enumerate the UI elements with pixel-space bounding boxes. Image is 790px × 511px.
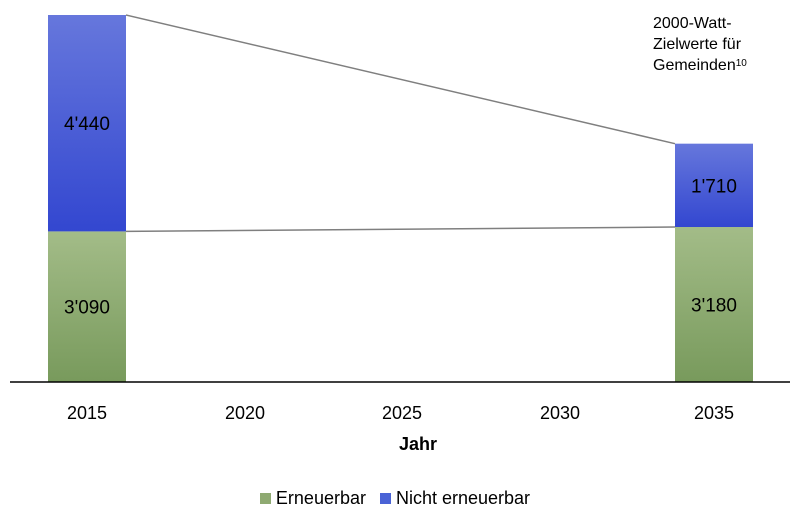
data-label-nicht-erneuerbar-2015: 4'440: [64, 114, 110, 135]
x-tick-2020: 2020: [225, 403, 265, 423]
connector-line-nicht-erneuerbar: [125, 14, 676, 145]
bar-nicht-erneuerbar-2035: [675, 143, 753, 228]
legend-label-erneuerbar: Erneuerbar: [275, 488, 366, 508]
x-tick-2025: 2025: [382, 403, 422, 423]
legend-label-nicht-erneuerbar: Nicht erneuerbar: [395, 488, 531, 508]
legend-swatch-nicht-erneuerbar: [379, 493, 391, 504]
connector-line-erneuerbar: [125, 226, 676, 233]
x-tick-2015: 2015: [67, 403, 107, 423]
legend: Erneuerbar Nicht erneuerbar: [0, 488, 790, 509]
annotation-note: 2000-Watt-Zielwerte für Gemeinden10: [653, 13, 783, 76]
bar-nicht-erneuerbar-2015: [48, 15, 126, 232]
x-axis-title: Jahr: [399, 434, 437, 454]
legend-item-erneuerbar: Erneuerbar: [259, 488, 366, 509]
legend-swatch-erneuerbar: [259, 493, 271, 504]
bar-erneuerbar-2015: [48, 231, 126, 382]
legend-item-nicht-erneuerbar: Nicht erneuerbar: [379, 488, 531, 509]
chart: 3'090 4'440 3'180 1'710 2015 2020 2025 2030 203…: [10, 14, 790, 454]
annotation-superscript: 10: [735, 58, 747, 69]
data-label-erneuerbar-2015: 3'090: [64, 298, 110, 319]
annotation-text: 2000-Watt-Zielwerte für Gemeinden: [653, 15, 742, 74]
data-label-erneuerbar-2035: 3'180: [691, 296, 737, 317]
x-tick-2030: 2030: [540, 403, 580, 423]
data-label-nicht-erneuerbar-2035: 1'710: [691, 176, 737, 197]
x-tick-2035: 2035: [694, 403, 734, 423]
bar-erneuerbar-2035: [675, 227, 753, 382]
